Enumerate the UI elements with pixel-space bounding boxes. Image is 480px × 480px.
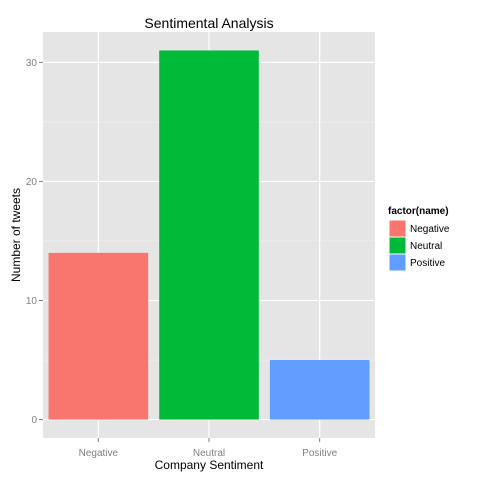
legend-label: Neutral <box>410 241 442 252</box>
y-axis: 0 10 20 30 <box>26 58 43 426</box>
y-tick-label: 20 <box>26 177 38 188</box>
bar-negative <box>48 252 149 420</box>
bars <box>48 50 370 420</box>
y-tick-label: 10 <box>26 296 38 307</box>
legend-label: Negative <box>410 224 450 235</box>
bar-neutral <box>159 50 259 420</box>
x-axis-title: Company Sentiment <box>155 458 264 472</box>
y-axis-title: Number of tweets <box>9 188 23 282</box>
x-tick-label: Negative <box>79 448 119 459</box>
chart-title: Sentimental Analysis <box>144 15 273 31</box>
x-tick-label: Neutral <box>193 448 225 459</box>
legend: factor(name) Negative Neutral Positive <box>388 206 450 272</box>
legend-label: Positive <box>410 258 445 269</box>
legend-swatch-negative <box>388 219 407 238</box>
legend-swatch-positive <box>388 253 407 272</box>
y-tick-label: 0 <box>31 415 37 426</box>
legend-title: factor(name) <box>388 206 449 217</box>
legend-swatch-neutral <box>388 236 407 255</box>
bar-positive <box>269 360 370 420</box>
y-tick-label: 30 <box>26 58 38 69</box>
x-tick-label: Positive <box>302 448 337 459</box>
x-axis: Negative Neutral Positive <box>79 438 338 459</box>
